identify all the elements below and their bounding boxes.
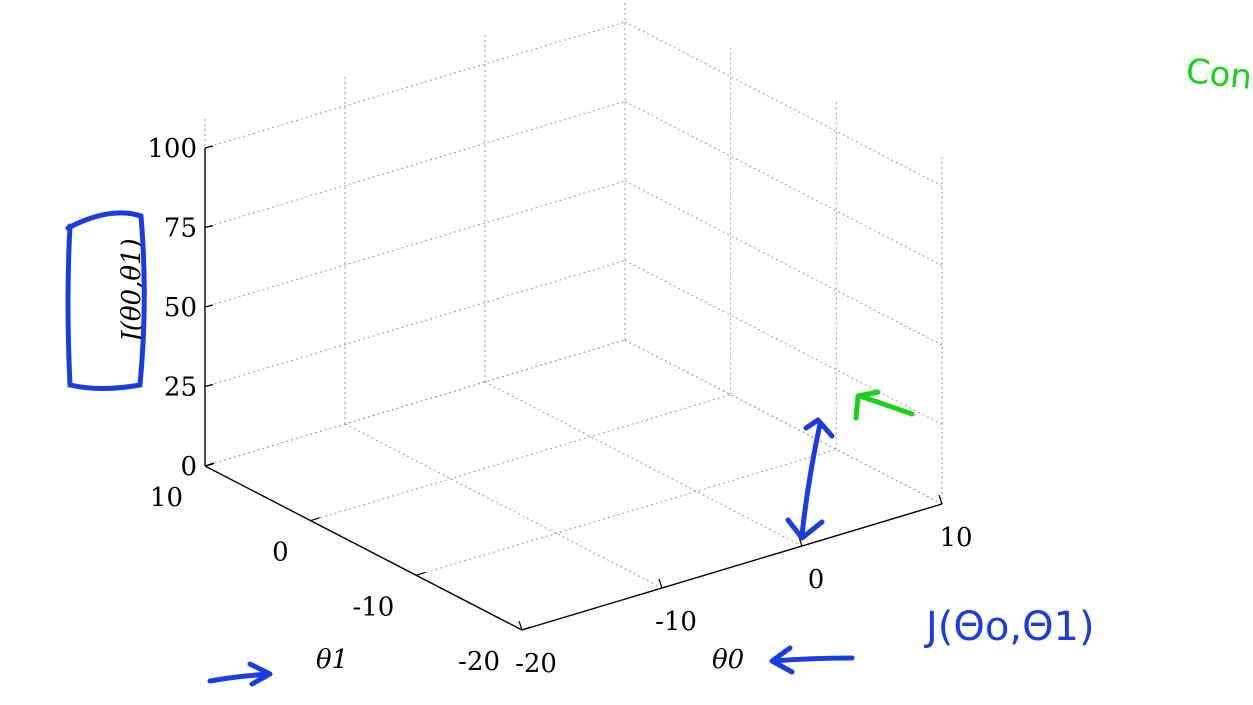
blue-double-arrow-icon (785, 417, 835, 541)
axes (204, 148, 943, 631)
theta0-tick-mark (518, 620, 523, 631)
theta0-tick-label: -10 (655, 607, 697, 637)
theta1-tick-label: -10 (352, 592, 394, 622)
handwritten-box (65, 210, 147, 391)
theta1-tick-mark (204, 462, 215, 467)
theta1-tick-mark (521, 626, 532, 631)
theta1-tick-mark (416, 571, 426, 576)
grid-line (204, 21, 626, 149)
theta0-tick-mark (938, 494, 943, 505)
annotation-bottom: J(Θo,Θ1) (923, 604, 1095, 650)
z-tick-label: 75 (164, 214, 197, 244)
theta1-tick-mark (310, 517, 320, 522)
grid-lines (204, 0, 943, 631)
theta1-tick-label: 0 (272, 538, 289, 568)
arrow-right-icon (207, 661, 273, 687)
z-tick-label: 25 (164, 373, 197, 403)
grid-line (204, 180, 626, 308)
theta1-tick-label: -20 (458, 647, 500, 677)
z-tick-mark (204, 145, 214, 149)
z-tick-label: 0 (180, 452, 197, 482)
arrow-left-icon (769, 645, 855, 675)
grid-line (310, 394, 731, 522)
theta0-tick-label: 0 (808, 565, 825, 595)
z-tick-mark (204, 383, 214, 388)
grid-line (204, 101, 626, 228)
annotation-top: Contour figures - (1184, 51, 1253, 121)
grid-line (204, 339, 626, 467)
theta1-tick-label: 10 (150, 483, 183, 513)
z-tick-mark (204, 224, 214, 229)
theta1-axis-label: θ1 (316, 645, 348, 675)
z-tick-label: 100 (147, 134, 197, 164)
grid-line (624, 180, 943, 346)
theta1-axis-line (204, 465, 523, 631)
theta0-axis-line (521, 503, 943, 631)
theta0-tick-label: 10 (939, 523, 972, 553)
theta0-axis-label: θ0 (712, 645, 744, 675)
theta0-tick-mark (658, 578, 663, 589)
z-tick-label: 50 (164, 293, 197, 323)
theta0-tick-label: -20 (515, 649, 557, 679)
green-arrow-icon (853, 389, 915, 421)
z-tick-mark (204, 304, 214, 308)
grid-line (624, 260, 943, 425)
grid-line (624, 101, 943, 266)
grid-line (204, 260, 626, 387)
grid-line (416, 448, 837, 576)
grid-line (624, 21, 943, 187)
